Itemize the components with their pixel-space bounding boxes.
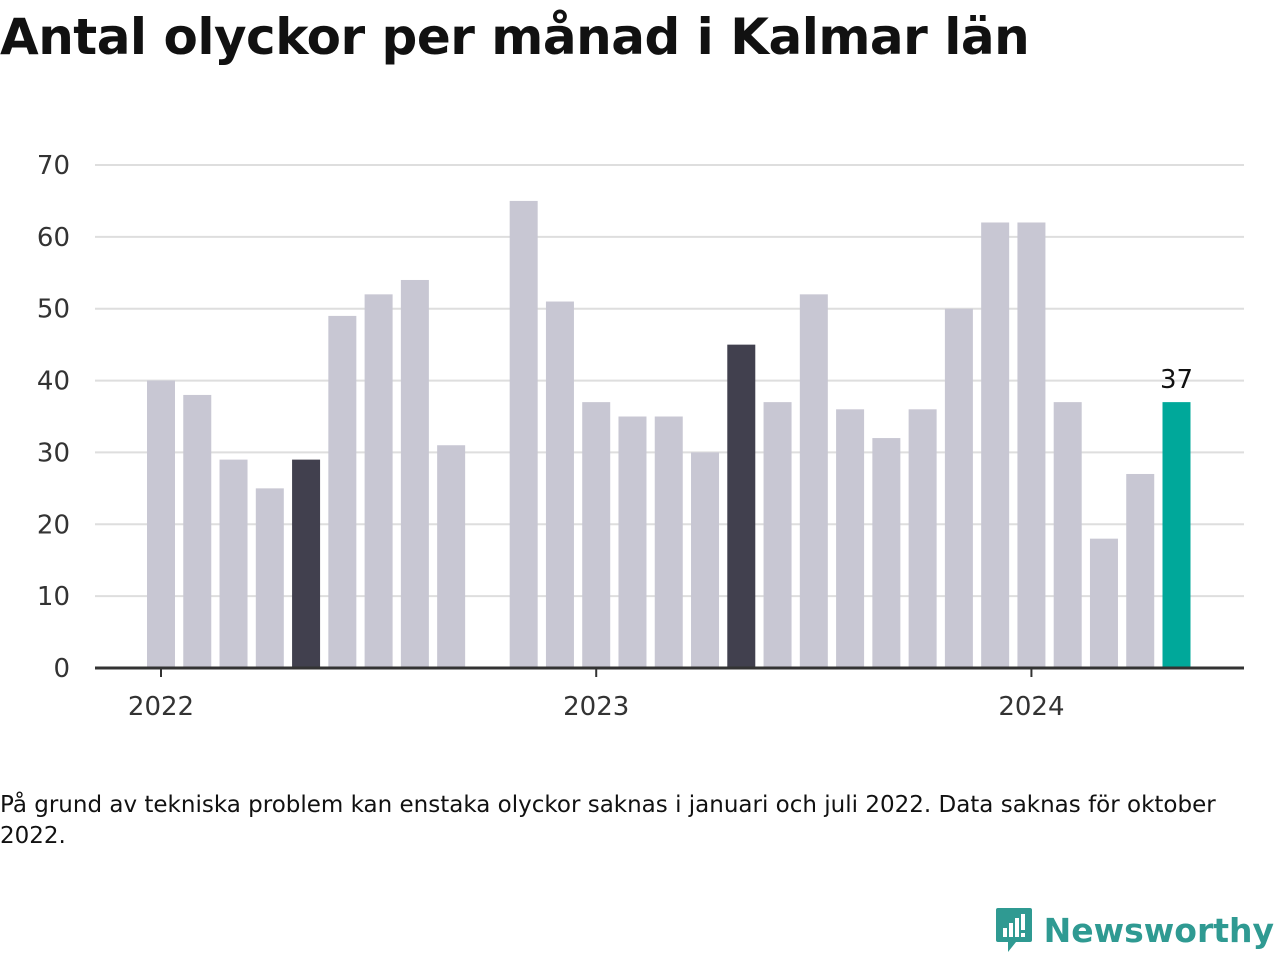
- bar-2023-09: [872, 438, 901, 668]
- bar-2022-05: [292, 459, 321, 668]
- bar-2023-07: [799, 294, 828, 668]
- bar-2023-10: [908, 409, 937, 668]
- y-tick-label: 0: [53, 654, 70, 684]
- bar-2023-05: [727, 344, 756, 668]
- bar-2022-01: [147, 380, 175, 668]
- newsworthy-logo-icon: [995, 908, 1032, 952]
- y-tick-label: 40: [37, 367, 70, 397]
- y-tick-label: 70: [37, 151, 70, 181]
- bar-2022-07: [364, 294, 393, 668]
- bar-2023-02: [618, 416, 647, 668]
- y-tick-label: 30: [37, 438, 70, 468]
- bar-2024-04: [1126, 473, 1155, 668]
- bar-2024-01: [1017, 222, 1046, 668]
- bar-2024-03: [1089, 538, 1118, 668]
- bar-2023-04: [691, 452, 720, 668]
- bar-2023-11: [944, 308, 973, 668]
- bar-2022-08: [400, 279, 429, 668]
- bar-2023-06: [763, 402, 792, 668]
- bar-2023-12: [981, 222, 1010, 668]
- bar-2022-03: [219, 459, 248, 668]
- bar-chart: 0 10 20 30 40 50 60 70 2022 2023 2024 37: [37, 151, 1244, 722]
- chart-title: Antal olyckor per månad i Kalmar län: [0, 8, 1030, 66]
- bars: [147, 200, 1191, 668]
- bar-2024-05: [1162, 402, 1191, 668]
- bar-2022-06: [328, 315, 357, 668]
- y-tick-label: 50: [37, 295, 70, 325]
- bar-2022-11: [509, 200, 538, 668]
- y-tick-label: 60: [37, 223, 70, 253]
- brand-logo: Newsworthy: [994, 906, 1274, 954]
- bar-2022-09: [437, 445, 466, 668]
- bar-2023-01: [582, 402, 611, 668]
- bar-2024-02: [1053, 402, 1082, 668]
- brand-name: Newsworthy: [1043, 910, 1274, 950]
- bar-2023-03: [654, 416, 683, 668]
- bar-2023-08: [836, 409, 865, 668]
- x-tick-label: 2022: [128, 692, 194, 722]
- chart-note: På grund av tekniska problem kan enstaka…: [0, 792, 1216, 849]
- axes: [95, 666, 1244, 677]
- bar-2022-12: [545, 301, 574, 668]
- x-tick-label: 2024: [998, 692, 1064, 722]
- y-tick-label: 10: [37, 582, 70, 612]
- x-tick-label: 2023: [563, 692, 629, 722]
- labels: 0 10 20 30 40 50 60 70 2022 2023 2024 37: [37, 151, 1193, 722]
- bar-2022-04: [255, 488, 284, 668]
- bar-2022-02: [183, 394, 212, 668]
- data-label: 37: [1160, 365, 1193, 395]
- y-tick-label: 20: [37, 510, 70, 540]
